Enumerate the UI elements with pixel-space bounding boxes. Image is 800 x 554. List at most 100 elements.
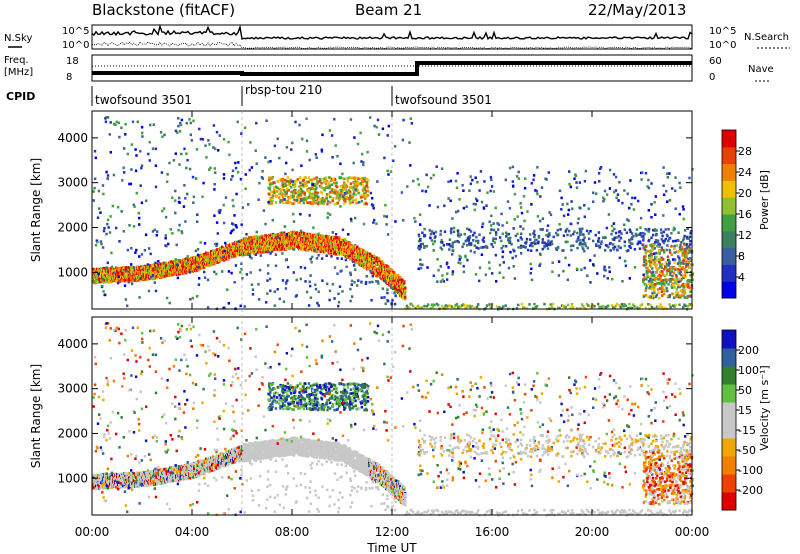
power-cell: [292, 196, 294, 199]
power-cell: [274, 290, 276, 293]
power-cell: [341, 290, 343, 293]
power-cell: [310, 296, 312, 299]
freq-line: [92, 63, 692, 74]
power-cell: [266, 279, 268, 282]
power-cell: [312, 188, 314, 191]
power-cell: [281, 252, 283, 255]
power-cell: [252, 293, 254, 296]
power-cell: [327, 200, 329, 203]
power-cell: [293, 248, 295, 251]
power-cell: [305, 182, 307, 185]
cpid-segment-label: rbsp-tou 210: [245, 83, 322, 97]
power-cell: [269, 278, 271, 281]
power-cell: [342, 177, 344, 180]
power-cell: [275, 265, 277, 268]
power-cell: [321, 187, 323, 190]
power-cell: [378, 258, 380, 261]
power-cell: [300, 266, 302, 269]
power-cell: [266, 292, 268, 295]
power-cell: [309, 274, 311, 277]
power-cell: [394, 303, 396, 306]
power-cell: [336, 186, 338, 189]
cpid-segment-label: twofsound 3501: [95, 93, 192, 107]
power-cell: [326, 254, 328, 257]
power-cell: [296, 294, 298, 297]
power-cell: [326, 283, 328, 286]
power-cell: [357, 192, 359, 195]
power-cell: [259, 269, 261, 272]
power-cell: [367, 190, 369, 193]
power-cell: [272, 177, 274, 180]
power-cell: [295, 180, 297, 183]
nave-ytick-top: 60: [709, 56, 722, 67]
power-cell: [332, 283, 334, 286]
power-cell: [383, 296, 385, 299]
power-cell: [341, 257, 343, 260]
power-cell: [313, 197, 315, 200]
freq-ytick-bottom: 8: [66, 72, 72, 83]
power-cell: [346, 196, 348, 199]
power-cell: [303, 202, 305, 205]
power-cell: [348, 189, 350, 192]
power-cell: [281, 189, 283, 192]
power-cell: [315, 288, 317, 291]
power-cell: [357, 279, 359, 282]
power-cell: [363, 196, 365, 199]
power-cell: [337, 202, 339, 205]
power-cell: [370, 299, 372, 302]
power-cell: [318, 180, 320, 183]
power-cell: [284, 179, 286, 182]
power-cell: [321, 257, 323, 260]
power-cell: [250, 257, 252, 260]
power-cell: [244, 305, 246, 308]
power-cell: [336, 196, 338, 199]
power-cell: [296, 279, 298, 282]
power-cell: [319, 198, 321, 201]
power-cell: [375, 280, 377, 283]
power-cell: [314, 191, 316, 194]
power-cell: [269, 290, 271, 293]
power-cell: [366, 275, 368, 278]
power-cell: [275, 201, 277, 204]
power-cell: [346, 186, 348, 189]
power-cell: [403, 280, 405, 283]
power-cell: [371, 281, 373, 284]
power-cell: [330, 255, 332, 258]
power-cell: [250, 271, 252, 274]
noise-ytick-right-bottom: 10^0: [709, 40, 736, 51]
power-cell: [347, 180, 349, 183]
power-cell: [267, 272, 269, 275]
power-cell: [255, 253, 257, 256]
nave-label: Nave: [748, 64, 774, 75]
station-title: Blackstone (fitACF): [92, 1, 235, 19]
noise-ytick-right-top: 10^5: [709, 26, 736, 37]
power-cell: [310, 258, 312, 261]
power-cell: [258, 298, 260, 301]
power-cell: [279, 298, 281, 301]
power-cell: [386, 288, 388, 291]
power-cell: [351, 280, 353, 283]
power-cell: [350, 274, 352, 277]
power-cell: [270, 190, 272, 193]
power-cell: [336, 190, 338, 193]
power-cell: [351, 283, 353, 286]
power-cell: [317, 254, 319, 257]
cpid-label: CPID: [6, 90, 35, 103]
power-cell: [287, 200, 289, 203]
power-cell: [304, 185, 306, 188]
power-cell: [268, 193, 270, 196]
power-cell: [316, 257, 318, 260]
power-cell: [309, 192, 311, 195]
power-cell: [275, 253, 277, 256]
power-cell: [308, 196, 310, 199]
power-cell: [339, 177, 341, 180]
power-cell: [333, 203, 335, 206]
power-cell: [360, 182, 362, 185]
power-cell: [399, 276, 401, 279]
power-cell: [389, 284, 391, 287]
power-cell: [289, 201, 291, 204]
power-cell: [339, 270, 341, 273]
power-cell: [365, 202, 367, 205]
power-cell: [369, 270, 371, 273]
power-cell: [257, 283, 259, 286]
